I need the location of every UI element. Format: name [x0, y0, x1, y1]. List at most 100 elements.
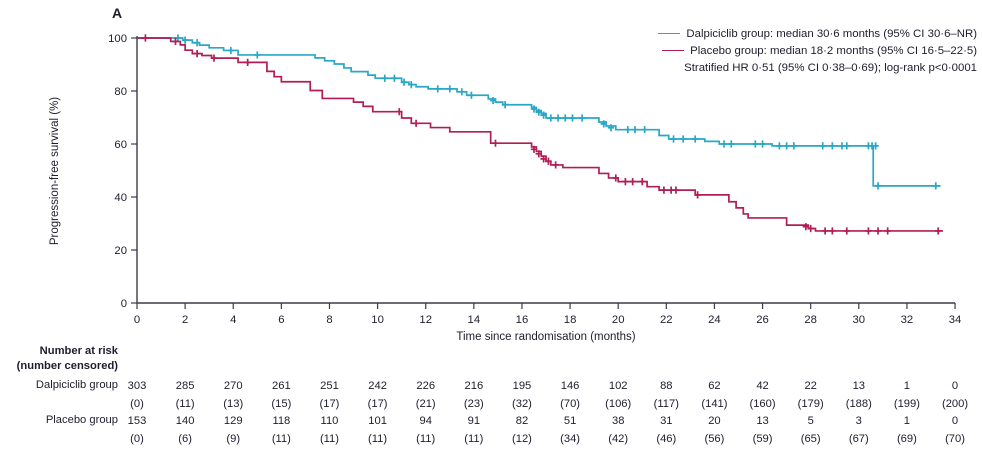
placebo-at-risk-value: 0: [952, 415, 958, 427]
y-tick-label: 60: [114, 139, 127, 151]
x-tick-label: 0: [134, 314, 140, 326]
placebo-line-swatch: [662, 50, 685, 51]
placebo-at-risk-value: 82: [516, 415, 528, 427]
x-axis-title: Time since randomisation (months): [456, 331, 636, 343]
dalpiciclib-censored-value: (13): [223, 398, 243, 410]
placebo-at-risk-value: 31: [660, 415, 672, 427]
placebo-at-risk-value: 5: [808, 415, 814, 427]
dalpiciclib-at-risk-value: 62: [708, 380, 720, 392]
placebo-at-risk-value: 13: [756, 415, 768, 427]
placebo-at-risk-value: 118: [272, 415, 290, 427]
placebo-at-risk-value: 38: [612, 415, 624, 427]
placebo-at-risk-value: 140: [176, 415, 195, 427]
risk-row-label-placebo: Placebo group: [45, 414, 118, 426]
dalpiciclib-censored-value: (160): [749, 398, 775, 410]
placebo-censored-value: (11): [368, 433, 387, 445]
x-tick-label: 26: [756, 314, 769, 326]
dalpiciclib-censored-value: (199): [894, 398, 920, 410]
placebo-at-risk-value: 153: [128, 415, 147, 427]
y-tick-label: 100: [108, 33, 127, 45]
legend-row-stats: Stratified HR 0·51 (95% CI 0·38–0·69); l…: [658, 59, 977, 76]
placebo-censored-value: (46): [656, 433, 676, 445]
dalpiciclib-at-risk-value: 146: [561, 380, 580, 392]
x-tick-label: 14: [468, 314, 481, 326]
dalpiciclib-censored-value: (200): [942, 398, 968, 410]
x-tick-label: 30: [853, 314, 866, 326]
y-tick-label: 0: [121, 298, 127, 310]
dalpiciclib-censored-value: (117): [654, 398, 680, 410]
placebo-censored-value: (56): [704, 433, 724, 445]
dalpiciclib-censored-value: (32): [512, 398, 532, 410]
x-tick-label: 8: [326, 314, 332, 326]
placebo-curve: [137, 37, 944, 232]
placebo-censored-value: (12): [512, 433, 532, 445]
placebo-censored-value: (65): [801, 433, 821, 445]
dalpiciclib-censored-value: (70): [560, 398, 580, 410]
y-tick-label: 40: [114, 192, 127, 204]
x-tick-label: 34: [949, 314, 962, 326]
x-tick-label: 24: [708, 314, 721, 326]
dalpiciclib-at-risk-value: 285: [176, 380, 195, 392]
dalpiciclib-line-swatch: [658, 33, 681, 34]
x-tick-label: 32: [901, 314, 914, 326]
y-tick-label: 80: [114, 86, 127, 98]
dalpiciclib-censored-value: (17): [368, 398, 388, 410]
placebo-at-risk-value: 101: [368, 415, 387, 427]
placebo-at-risk-value: 1: [904, 415, 910, 427]
dalpiciclib-censor-marks: [174, 34, 939, 190]
x-tick-label: 10: [371, 314, 384, 326]
dalpiciclib-censored-value: (141): [701, 398, 727, 410]
legend-row-placebo: Placebo group: median 18·2 months (95% C…: [658, 42, 977, 59]
placebo-at-risk-value: 91: [468, 415, 480, 427]
dalpiciclib-at-risk-value: 251: [320, 380, 339, 392]
legend-stats-text: Stratified HR 0·51 (95% CI 0·38–0·69); l…: [684, 61, 977, 74]
placebo-censored-value: (67): [849, 433, 869, 445]
x-tick-label: 2: [182, 314, 188, 326]
placebo-censored-value: (9): [226, 433, 240, 445]
dalpiciclib-at-risk-value: 0: [952, 380, 958, 392]
dalpiciclib-censored-value: (11): [176, 398, 195, 410]
legend: Dalpiciclib group: median 30·6 months (9…: [658, 25, 977, 76]
x-tick-label: 4: [230, 314, 236, 326]
dalpiciclib-at-risk-value: 261: [272, 380, 291, 392]
dalpiciclib-censored-value: (23): [464, 398, 484, 410]
placebo-censor-marks: [142, 34, 942, 235]
placebo-at-risk-value: 94: [419, 415, 431, 427]
dalpiciclib-at-risk-value: 102: [609, 380, 628, 392]
placebo-censored-value: (6): [178, 433, 192, 445]
dalpiciclib-at-risk-value: 303: [128, 380, 147, 392]
placebo-censored-value: (42): [608, 433, 628, 445]
x-tick-label: 16: [516, 314, 529, 326]
dalpiciclib-at-risk-value: 195: [513, 380, 532, 392]
risk-table-header-line2: (number censored): [16, 360, 118, 372]
dalpiciclib-censored-value: (15): [271, 398, 291, 410]
dalpiciclib-at-risk-value: 1: [904, 380, 910, 392]
placebo-censored-value: (59): [753, 433, 773, 445]
dalpiciclib-at-risk-value: 226: [416, 380, 435, 392]
x-tick-label: 12: [419, 314, 432, 326]
placebo-at-risk-value: 110: [321, 415, 339, 427]
dalpiciclib-censored-value: (0): [130, 398, 144, 410]
x-tick-label: 20: [612, 314, 625, 326]
placebo-censored-value: (69): [897, 433, 917, 445]
x-tick-label: 22: [660, 314, 673, 326]
placebo-at-risk-value: 3: [856, 415, 862, 427]
dalpiciclib-at-risk-value: 13: [853, 380, 865, 392]
legend-placebo-label: Placebo group: median 18·2 months (95% C…: [690, 44, 977, 57]
dalpiciclib-at-risk-value: 22: [804, 380, 816, 392]
placebo-censored-value: (0): [130, 433, 144, 445]
dalpiciclib-at-risk-value: 242: [368, 380, 387, 392]
placebo-at-risk-value: 51: [564, 415, 576, 427]
placebo-censored-value: (11): [272, 433, 291, 445]
risk-table-header-line1: Number at risk: [39, 345, 118, 357]
placebo-at-risk-value: 20: [708, 415, 720, 427]
panel-label: A: [112, 5, 123, 21]
placebo-censored-value: (11): [320, 433, 339, 445]
dalpiciclib-censored-value: (179): [798, 398, 824, 410]
risk-row-label-dalpiciclib: Dalpiciclib group: [35, 379, 118, 391]
placebo-at-risk-value: 129: [224, 415, 243, 427]
legend-dalpiciclib-label: Dalpiciclib group: median 30·6 months (9…: [686, 27, 977, 40]
dalpiciclib-censored-value: (17): [320, 398, 340, 410]
